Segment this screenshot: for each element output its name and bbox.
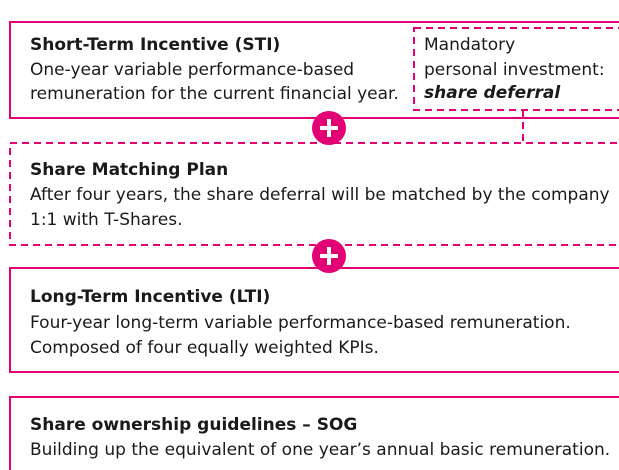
box-title: Share ownership guidelines – SOG bbox=[30, 415, 357, 435]
investment-emphasis: share deferral bbox=[424, 83, 561, 103]
box-title: Long-Term Incentive (LTI) bbox=[30, 287, 270, 307]
box-text: remuneration for the current financial y… bbox=[30, 84, 399, 104]
box-text: 1:1 with T-Shares. bbox=[30, 210, 183, 230]
investment-text: personal investment: bbox=[424, 60, 605, 80]
box-title: Share Matching Plan bbox=[30, 160, 228, 180]
investment-text: Mandatory bbox=[424, 35, 515, 55]
box-text: One-year variable performance-based bbox=[30, 60, 354, 80]
sog-box bbox=[9, 396, 619, 470]
box-text: Building up the equivalent of one year’s… bbox=[30, 440, 610, 460]
box-text: Four-year long-term variable performance… bbox=[30, 313, 571, 333]
plus-icon bbox=[312, 111, 346, 145]
box-title: Short-Term Incentive (STI) bbox=[30, 35, 280, 55]
box-text: After four years, the share deferral wil… bbox=[30, 185, 610, 205]
plus-icon bbox=[312, 239, 346, 273]
box-text: Composed of four equally weighted KPIs. bbox=[30, 338, 379, 358]
